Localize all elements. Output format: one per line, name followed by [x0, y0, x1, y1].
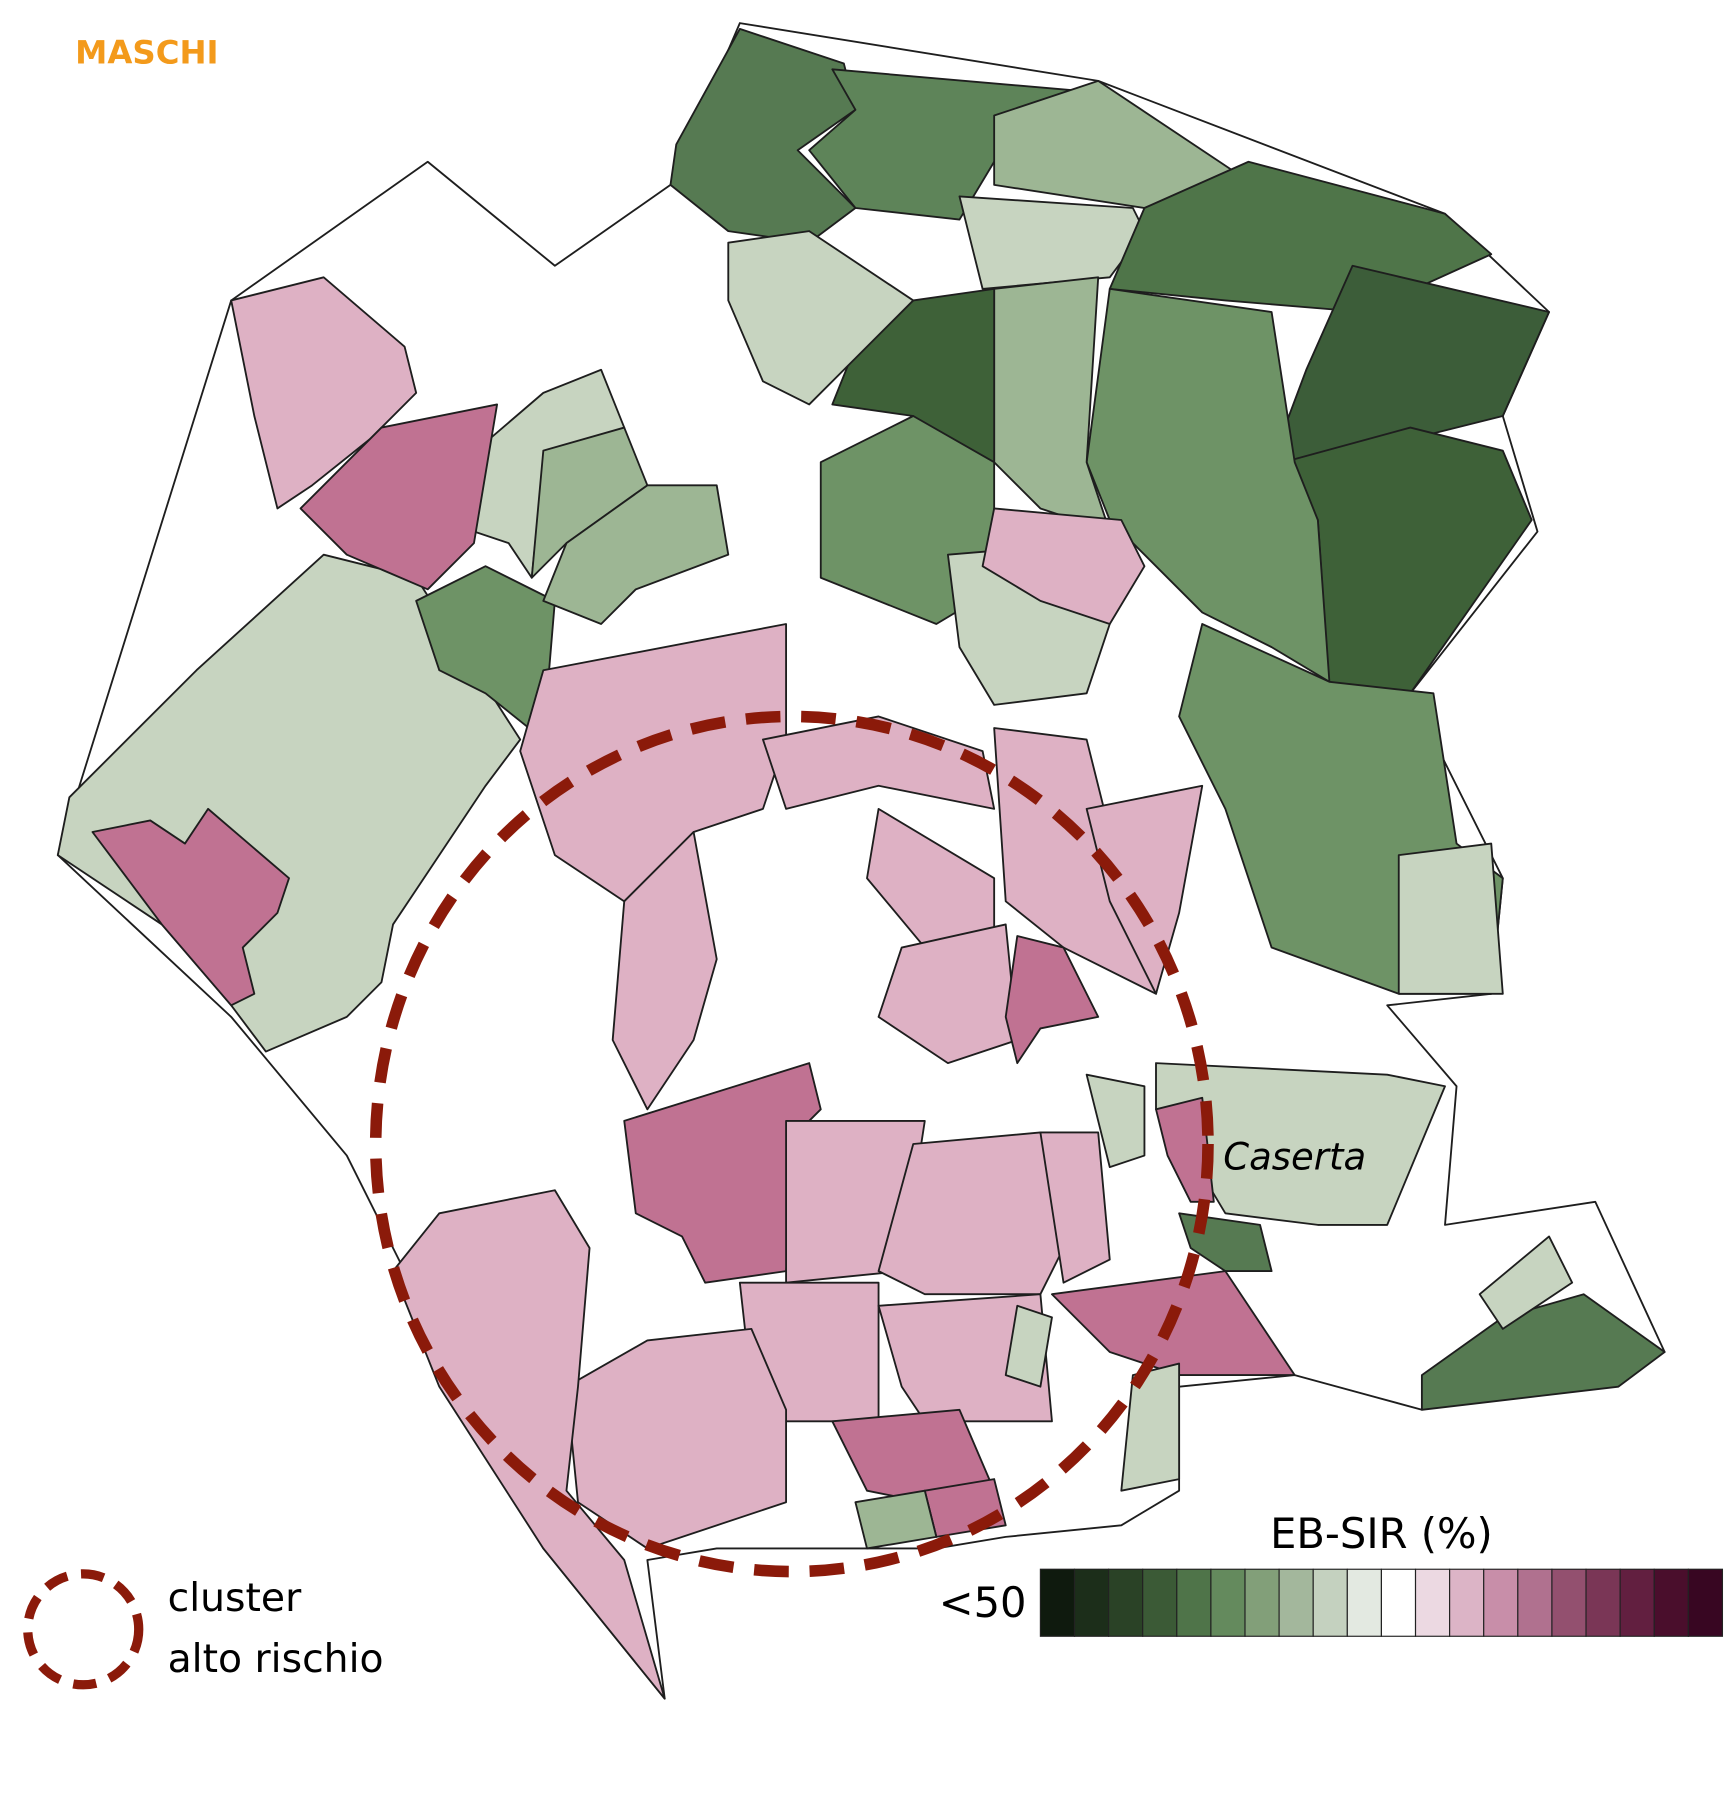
legend-swatch — [1449, 1568, 1485, 1637]
legend-swatch — [1687, 1568, 1724, 1637]
legend-swatch — [1176, 1568, 1212, 1637]
municipality — [854, 1489, 938, 1550]
municipality — [1039, 1131, 1111, 1284]
cluster-legend-symbol — [23, 1569, 144, 1690]
city-label: Caserta — [1223, 1136, 1366, 1179]
municipality — [877, 1293, 1053, 1423]
cluster-legend-label: alto rischio — [168, 1637, 384, 1682]
legend-swatch — [1142, 1568, 1178, 1637]
legend-swatch — [1380, 1568, 1417, 1637]
legend-swatch — [1517, 1568, 1553, 1637]
legend-low-label: <50 — [939, 1578, 1027, 1627]
municipality — [542, 484, 730, 625]
municipality — [1397, 842, 1504, 995]
municipality — [1085, 1073, 1146, 1169]
legend-swatch — [1073, 1568, 1110, 1637]
legend-swatch — [1278, 1568, 1314, 1637]
municipality — [1004, 935, 1100, 1065]
legend-swatch — [1210, 1568, 1246, 1637]
legend-swatch — [1108, 1568, 1144, 1637]
legend-swatch — [1346, 1568, 1382, 1637]
title: MASCHI — [75, 34, 218, 72]
municipality — [981, 507, 1146, 625]
municipality — [1004, 1304, 1053, 1388]
legend-swatch — [1244, 1568, 1280, 1637]
municipality — [299, 403, 499, 591]
legend-swatch — [1619, 1568, 1655, 1637]
municipality — [669, 27, 857, 244]
cluster-circle — [369, 710, 1214, 1578]
legend-title: EB-SIR (%) — [1270, 1509, 1493, 1558]
municipality — [91, 807, 290, 1007]
legend-swatch — [1414, 1568, 1451, 1637]
municipalities — [56, 22, 1666, 1700]
legend-swatch — [1551, 1568, 1587, 1637]
municipality — [611, 831, 718, 1111]
legend-swatch — [1312, 1568, 1348, 1637]
municipality — [877, 923, 1019, 1065]
municipality — [1120, 1362, 1181, 1492]
legend-swatch — [1039, 1568, 1076, 1637]
municipality — [1085, 287, 1331, 683]
legend-swatch — [1653, 1568, 1689, 1637]
cluster-legend-label: cluster — [168, 1576, 302, 1621]
municipality — [923, 1478, 1007, 1538]
legend-ramp — [1039, 1568, 1724, 1637]
municipality — [1478, 1235, 1574, 1330]
legend-swatch — [1483, 1568, 1519, 1637]
municipality — [727, 230, 915, 406]
legend-swatch — [1585, 1568, 1621, 1637]
